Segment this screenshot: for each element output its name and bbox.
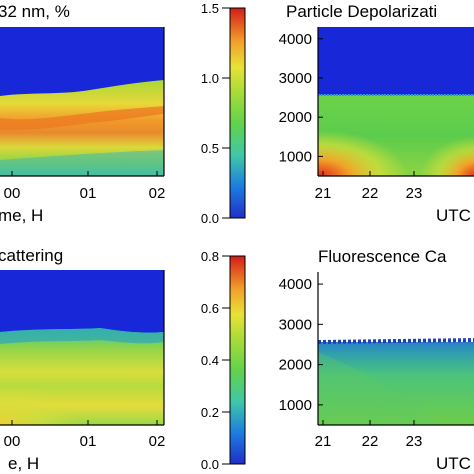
panel-title: Fluorescence Ca bbox=[318, 247, 447, 266]
colorbar-ticks: 1.5 1.0 0.5 0.0 bbox=[201, 1, 230, 226]
y-tick-label: 4000 bbox=[279, 31, 312, 48]
x-tick-label: 02 bbox=[149, 185, 166, 202]
x-tick-label: 23 bbox=[406, 433, 423, 450]
colorbar-tick-label: 0.0 bbox=[201, 457, 219, 472]
x-tick-label: 23 bbox=[406, 185, 423, 202]
y-tick-label: 2000 bbox=[279, 109, 312, 126]
panel-title: 32 nm, % bbox=[0, 2, 70, 21]
colorbar-tick-label: 0.6 bbox=[201, 301, 219, 316]
x-axis-label: UTC bbox=[436, 454, 471, 473]
y-tick-label: 4000 bbox=[279, 276, 312, 293]
y-ticks: 4000 3000 2000 1000 bbox=[279, 31, 323, 165]
colorbar-tick-label: 1.0 bbox=[201, 71, 219, 86]
x-axis-label: e, H bbox=[8, 454, 39, 473]
colorbar-ticks: 0.8 0.6 0.4 0.2 0.0 bbox=[201, 249, 230, 472]
heatmap-band bbox=[0, 106, 164, 131]
panel-title: cattering bbox=[0, 246, 63, 265]
colorbar-tick-label: 0.0 bbox=[201, 211, 219, 226]
hotspot-right bbox=[420, 136, 474, 176]
colorbar-top: 1.5 1.0 0.5 0.0 bbox=[201, 1, 246, 226]
x-ticks: 00 01 02 bbox=[4, 420, 166, 450]
y-tick-label: 3000 bbox=[279, 70, 312, 87]
colorbar-tick-label: 0.8 bbox=[201, 249, 219, 264]
x-tick-label: 01 bbox=[80, 433, 97, 450]
x-tick-label: 01 bbox=[80, 185, 97, 202]
hotspot-left bbox=[0, 385, 80, 425]
x-tick-label: 00 bbox=[4, 433, 21, 450]
x-tick-label: 21 bbox=[315, 433, 332, 450]
y-tick-label: 1000 bbox=[279, 148, 312, 165]
x-tick-label: 22 bbox=[362, 185, 379, 202]
colorbar-gradient bbox=[229, 7, 246, 219]
x-tick-label: 22 bbox=[362, 433, 379, 450]
y-tick-label: 2000 bbox=[279, 357, 312, 374]
panel-top-left: 32 nm, % 00 01 02 me, H bbox=[0, 2, 165, 225]
x-ticks: 00 01 02 bbox=[4, 171, 166, 202]
colorbar-tick-label: 0.4 bbox=[201, 353, 219, 368]
colorbar-gradient bbox=[229, 255, 246, 465]
heatmap-shade bbox=[318, 352, 440, 425]
x-tick-label: 02 bbox=[149, 433, 166, 450]
heatmap-layer bbox=[318, 342, 474, 425]
colorbar-tick-label: 0.2 bbox=[201, 405, 219, 420]
panel-title: Particle Depolarizati bbox=[286, 2, 437, 21]
layer-edge bbox=[0, 328, 164, 344]
colorbar-bottom: 0.8 0.6 0.4 0.2 0.0 bbox=[201, 249, 246, 472]
colorbar-tick-label: 0.5 bbox=[201, 141, 219, 156]
x-tick-label: 21 bbox=[315, 185, 332, 202]
y-ticks: 4000 3000 2000 1000 bbox=[279, 276, 323, 414]
x-axis-label: UTC bbox=[436, 206, 471, 225]
panel-top-right: Particle Depolarizati 4000 3000 2000 1000 2… bbox=[279, 2, 474, 225]
x-ticks: 21 22 23 bbox=[315, 420, 423, 450]
x-tick-label: 00 bbox=[4, 185, 21, 202]
heatmap-bottom bbox=[0, 150, 164, 176]
panel-bottom-left: cattering 00 01 02 e, H bbox=[0, 246, 165, 473]
x-axis-label: me, H bbox=[0, 206, 43, 225]
y-tick-label: 1000 bbox=[279, 397, 312, 414]
colorbar-tick-label: 1.5 bbox=[201, 1, 219, 16]
hotspot-left bbox=[318, 130, 408, 176]
y-tick-label: 3000 bbox=[279, 316, 312, 333]
x-ticks: 21 22 23 bbox=[315, 171, 423, 202]
layer-edge bbox=[317, 338, 474, 344]
